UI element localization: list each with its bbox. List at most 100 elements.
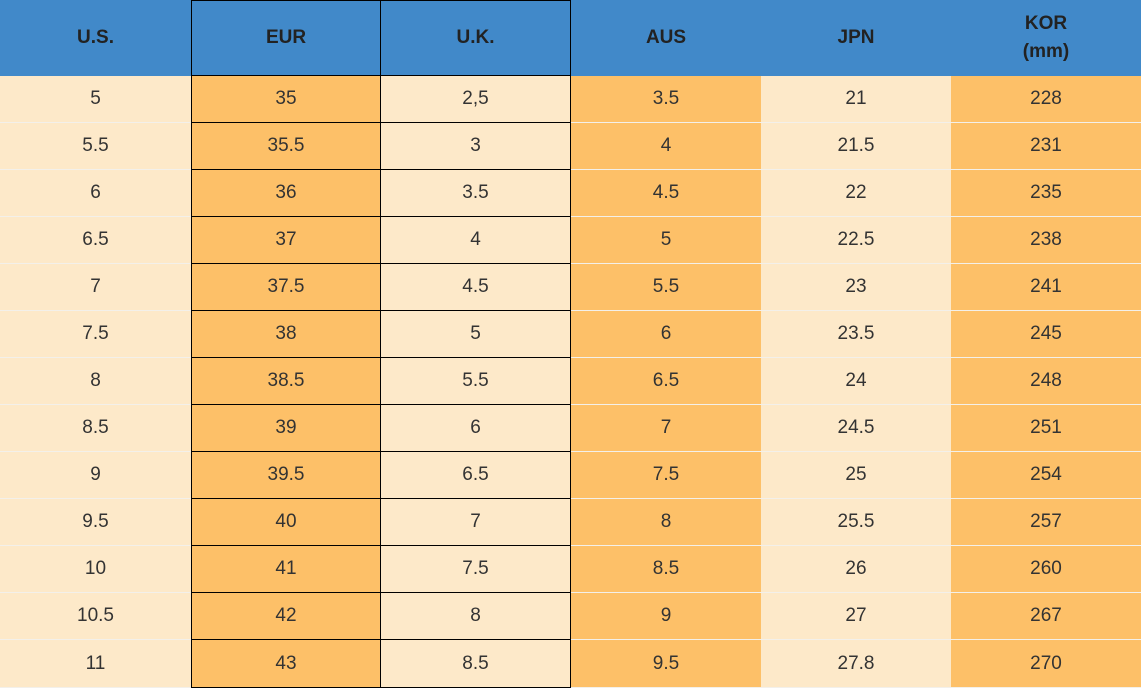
table-cell: 7: [0, 264, 191, 311]
table-cell: 7: [381, 499, 571, 546]
table-cell: 23.5: [761, 311, 951, 358]
table-cell: 9.5: [0, 499, 191, 546]
table-cell: 10: [0, 546, 191, 593]
table-cell: 22: [761, 170, 951, 217]
table-cell: 5.5: [381, 358, 571, 405]
table-row: 8.5 39 6 7 24.5 251: [0, 405, 1141, 452]
table-row: 9.5 40 7 8 25.5 257: [0, 499, 1141, 546]
table-row: 7.5 38 5 6 23.5 245: [0, 311, 1141, 358]
table-cell: 39: [191, 405, 381, 452]
table-cell: 8: [0, 358, 191, 405]
table-cell: 11: [0, 640, 191, 688]
table-cell: 8.5: [381, 640, 571, 688]
table-cell: 241: [951, 264, 1141, 311]
table-cell: 22.5: [761, 217, 951, 264]
table-cell: 5: [571, 217, 761, 264]
table-cell: 6: [571, 311, 761, 358]
table-cell: 10.5: [0, 593, 191, 640]
header-cell: KOR (mm): [951, 0, 1141, 76]
table-cell: 5.5: [0, 123, 191, 170]
header-cell: U.S.: [0, 0, 191, 76]
table-cell: 27: [761, 593, 951, 640]
table-cell: 6: [381, 405, 571, 452]
table-cell: 9.5: [571, 640, 761, 688]
table-cell: 7.5: [571, 452, 761, 499]
table-cell: 3.5: [571, 76, 761, 123]
table-row: 5 35 2,5 3.5 21 228: [0, 76, 1141, 123]
table-row: 5.5 35.5 3 4 21.5 231: [0, 123, 1141, 170]
table-cell: 8.5: [571, 546, 761, 593]
table-cell: 8.5: [0, 405, 191, 452]
table-cell: 8: [381, 593, 571, 640]
table-cell: 6: [0, 170, 191, 217]
table-cell: 251: [951, 405, 1141, 452]
table-cell: 6.5: [381, 452, 571, 499]
table-row: 10.5 42 8 9 27 267: [0, 593, 1141, 640]
table-header: U.S. EUR U.K. AUS JPN KOR (mm): [0, 0, 1141, 76]
table-row: 10 41 7.5 8.5 26 260: [0, 546, 1141, 593]
table-cell: 35.5: [191, 123, 381, 170]
table-body: 5 35 2,5 3.5 21 228 5.5 35.5 3 4 21.5 231 6 36 3.5 4.5 2…: [0, 76, 1141, 688]
table-cell: 5: [0, 76, 191, 123]
table-cell: 7: [571, 405, 761, 452]
table-cell: 25.5: [761, 499, 951, 546]
table-cell: 38.5: [191, 358, 381, 405]
table-cell: 25: [761, 452, 951, 499]
table-cell: 42: [191, 593, 381, 640]
table-cell: 26: [761, 546, 951, 593]
table-cell: 5: [381, 311, 571, 358]
table-cell: 40: [191, 499, 381, 546]
table-cell: 39.5: [191, 452, 381, 499]
table-cell: 267: [951, 593, 1141, 640]
table-cell: 37: [191, 217, 381, 264]
table-cell: 4: [571, 123, 761, 170]
table-cell: 3.5: [381, 170, 571, 217]
table-cell: 231: [951, 123, 1141, 170]
table-cell: 43: [191, 640, 381, 688]
table-cell: 9: [571, 593, 761, 640]
table-cell: 23: [761, 264, 951, 311]
table-cell: 248: [951, 358, 1141, 405]
table-cell: 36: [191, 170, 381, 217]
table-cell: 4.5: [381, 264, 571, 311]
table-row: 7 37.5 4.5 5.5 23 241: [0, 264, 1141, 311]
table-cell: 7.5: [381, 546, 571, 593]
table-cell: 5.5: [571, 264, 761, 311]
table-cell: 4.5: [571, 170, 761, 217]
table-row: 11 43 8.5 9.5 27.8 270: [0, 640, 1141, 688]
table-cell: 35: [191, 76, 381, 123]
table-row: 8 38.5 5.5 6.5 24 248: [0, 358, 1141, 405]
table-cell: 24.5: [761, 405, 951, 452]
table-cell: 41: [191, 546, 381, 593]
table-cell: 260: [951, 546, 1141, 593]
table-cell: 37.5: [191, 264, 381, 311]
table-cell: 228: [951, 76, 1141, 123]
table-cell: 6.5: [0, 217, 191, 264]
table-cell: 24: [761, 358, 951, 405]
header-row: U.S. EUR U.K. AUS JPN KOR (mm): [0, 0, 1141, 76]
header-cell: EUR: [191, 0, 381, 76]
table-cell: 254: [951, 452, 1141, 499]
table-cell: 245: [951, 311, 1141, 358]
table-cell: 257: [951, 499, 1141, 546]
header-cell: AUS: [571, 0, 761, 76]
header-cell: U.K.: [381, 0, 571, 76]
table-row: 6.5 37 4 5 22.5 238: [0, 217, 1141, 264]
table-cell: 7.5: [0, 311, 191, 358]
table-cell: 21: [761, 76, 951, 123]
table-cell: 238: [951, 217, 1141, 264]
table-cell: 21.5: [761, 123, 951, 170]
table-cell: 6.5: [571, 358, 761, 405]
table-row: 6 36 3.5 4.5 22 235: [0, 170, 1141, 217]
table-cell: 3: [381, 123, 571, 170]
table-cell: 235: [951, 170, 1141, 217]
table-cell: 38: [191, 311, 381, 358]
table-cell: 8: [571, 499, 761, 546]
header-cell: JPN: [761, 0, 951, 76]
table-row: 9 39.5 6.5 7.5 25 254: [0, 452, 1141, 499]
table-cell: 4: [381, 217, 571, 264]
table-cell: 27.8: [761, 640, 951, 688]
table-cell: 9: [0, 452, 191, 499]
